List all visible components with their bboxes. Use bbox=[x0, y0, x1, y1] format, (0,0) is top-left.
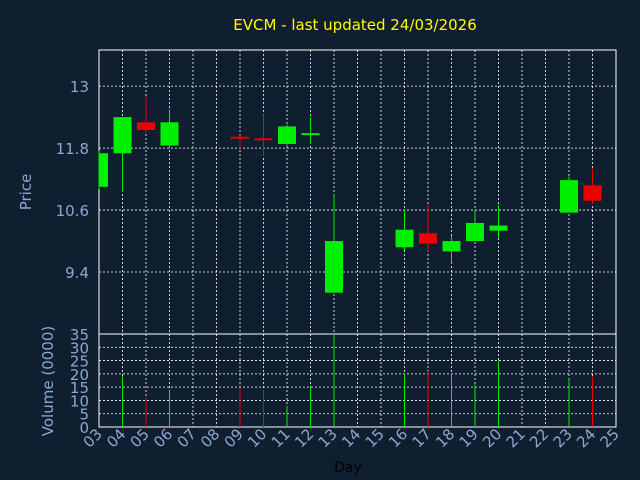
volume-tick-label: 15 bbox=[70, 379, 89, 397]
price-tick-label: 9.4 bbox=[65, 264, 89, 282]
volume-tick-label: 20 bbox=[70, 366, 89, 384]
candle-body bbox=[254, 138, 273, 141]
candle-body bbox=[442, 241, 461, 252]
candle-body bbox=[583, 185, 602, 201]
price-tick-label: 11.8 bbox=[56, 140, 89, 158]
volume-tick-label: 0 bbox=[79, 419, 89, 437]
candle-body bbox=[395, 229, 414, 248]
price-panel: 13 11.8 10.6 9.4 bbox=[56, 49, 617, 335]
chart-title: EVCM - last updated 24/03/2026 bbox=[233, 16, 477, 34]
candle-body bbox=[113, 117, 132, 154]
volume-tick-label: 5 bbox=[79, 406, 89, 424]
volume-tick-label: 25 bbox=[70, 353, 89, 371]
candle-body bbox=[160, 122, 179, 146]
price-axis-label: Price bbox=[17, 174, 35, 211]
volume-tick-label: 35 bbox=[70, 326, 89, 344]
x-axis-label: Day bbox=[334, 460, 362, 476]
volume-tick-label: 30 bbox=[70, 339, 89, 357]
x-axis: 0304050607080910111213141516171819202122… bbox=[80, 425, 623, 451]
candle-body bbox=[489, 225, 508, 231]
candle-body bbox=[137, 122, 155, 131]
candle-body bbox=[419, 233, 437, 244]
candle-body bbox=[231, 136, 249, 139]
candle-body bbox=[301, 133, 320, 136]
candle-body bbox=[325, 241, 343, 293]
volume-tick-label: 10 bbox=[70, 392, 89, 410]
candle-body bbox=[560, 180, 578, 213]
candle-body bbox=[99, 153, 108, 187]
price-tick-label: 10.6 bbox=[56, 202, 89, 220]
volume-axis-label: Volume (0000) bbox=[39, 326, 57, 436]
price-tick-label: 13 bbox=[70, 78, 89, 96]
candle-body bbox=[466, 222, 484, 242]
candle-body bbox=[278, 126, 296, 144]
